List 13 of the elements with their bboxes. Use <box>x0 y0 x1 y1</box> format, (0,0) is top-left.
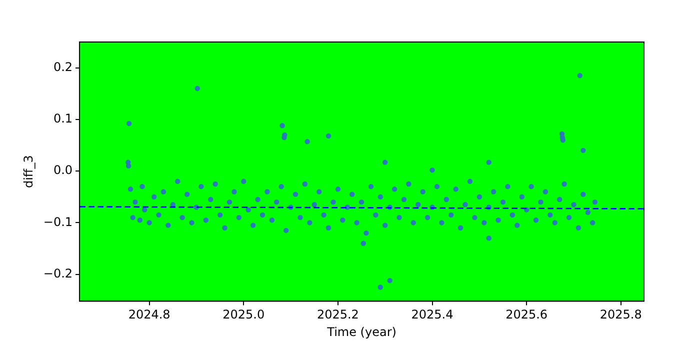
y-tick-label: 0.1 <box>53 112 73 126</box>
x-axis-title: Time (year) <box>326 324 396 339</box>
y-tick-label: 0.2 <box>53 60 73 74</box>
x-tick-label: 2025.8 <box>600 308 642 322</box>
y-axis-title: diff_3 <box>21 155 36 188</box>
y-tick-label: 0.0 <box>53 163 73 178</box>
y-tick-label: −0.1 <box>43 214 73 229</box>
x-tick-label: 2025.2 <box>316 308 359 322</box>
x-tick-label: 2024.8 <box>128 308 170 322</box>
x-tick-label: 2025.6 <box>506 308 548 322</box>
x-tick-label: 2025.0 <box>222 308 265 322</box>
y-tick-label: −0.2 <box>43 266 73 280</box>
x-tick-label: 2025.4 <box>411 308 454 322</box>
